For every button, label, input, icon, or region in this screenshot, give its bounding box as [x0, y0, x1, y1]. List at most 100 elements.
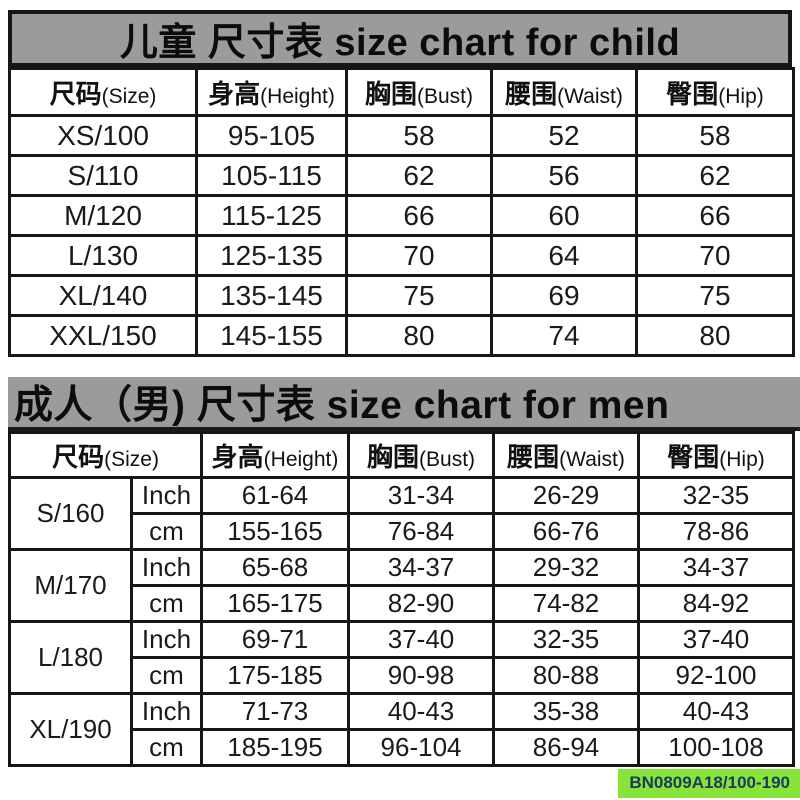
header-zh: 臀围	[667, 441, 720, 472]
table-row: XL/190 Inch 71-73 40-43 35-38 40-43	[8, 692, 796, 767]
value-cell: 86-94	[492, 728, 641, 767]
table-row: M/120 115-125 66 60 66	[8, 194, 795, 237]
header-zh: 身高	[208, 78, 261, 109]
value-cell: 74	[490, 314, 638, 357]
value-cell: 34-37	[637, 548, 796, 587]
header-en: (Height)	[263, 447, 339, 471]
value-cell: 66	[635, 194, 795, 237]
header-en: (Size)	[104, 447, 159, 471]
value-cell: 78-86	[637, 512, 796, 551]
value-cell: 145-155	[195, 314, 348, 357]
value-cell: 82-90	[347, 584, 496, 623]
table-row: L/130 125-135 70 64 70	[8, 234, 795, 277]
header-cell-bust: 胸围(Bust)	[347, 431, 496, 479]
table-row: S/160 Inch 61-64 31-34 26-29 32-35	[8, 476, 796, 551]
value-cell: 71-73	[200, 692, 351, 731]
product-code-badge: BN0809A18/100-190	[618, 769, 800, 798]
value-cell: 80	[345, 314, 493, 357]
product-code-text: BN0809A18/100-190	[629, 773, 790, 792]
table-row: S/110 105-115 62 56 62	[8, 154, 795, 197]
value-cell: 115-125	[195, 194, 348, 237]
child-size-table: 尺码(Size) 身高(Height) 胸围(Bust) 腰围(Waist) 臀…	[8, 67, 795, 357]
value-cell: 125-135	[195, 234, 348, 277]
child-header-row: 尺码(Size) 身高(Height) 胸围(Bust) 腰围(Waist) 臀…	[8, 67, 795, 117]
table-row: XXL/150 145-155 80 74 80	[8, 314, 795, 357]
value-cell: 61-64	[200, 476, 351, 515]
value-cell: 60	[490, 194, 638, 237]
header-en: (Hip)	[719, 447, 765, 471]
unit-cell-inch: Inch	[129, 620, 204, 659]
table-row: XL/140 135-145 75 69 75	[8, 274, 795, 317]
value-cell: 75	[345, 274, 493, 317]
size-cell: XXL/150	[8, 314, 198, 357]
value-cell: 58	[345, 114, 493, 157]
table-row: cm 155-165 76-84 66-76 78-86	[10, 512, 796, 551]
table-row: cm 185-195 96-104 86-94 100-108	[10, 728, 796, 767]
header-cell-height: 身高(Height)	[195, 67, 348, 117]
value-cell: 64	[490, 234, 638, 277]
men-size-table: 尺码(Size) 身高(Height) 胸围(Bust) 腰围(Waist) 臀…	[7, 431, 796, 767]
unit-cell-cm: cm	[129, 512, 204, 551]
value-cell: 56	[490, 154, 638, 197]
unit-cell-inch: Inch	[129, 692, 204, 731]
value-cell: 165-175	[200, 584, 351, 623]
value-cell: 62	[635, 154, 795, 197]
value-cell: 84-92	[637, 584, 796, 623]
value-cell: 185-195	[200, 728, 351, 767]
header-en: (Height)	[260, 84, 335, 108]
value-cell: 65-68	[200, 548, 351, 587]
unit-cell-cm: cm	[129, 728, 204, 767]
value-cell: 66-76	[492, 512, 641, 551]
size-cell: XL/190	[8, 692, 133, 767]
table-row: cm 175-185 90-98 80-88 92-100	[10, 656, 796, 695]
header-zh: 胸围	[364, 78, 417, 109]
value-cell: 75	[635, 274, 795, 317]
value-cell: 92-100	[637, 656, 796, 695]
header-zh: 腰围	[507, 441, 560, 472]
value-cell: 96-104	[347, 728, 496, 767]
header-cell-hip: 臀围(Hip)	[637, 431, 796, 479]
value-cell: 155-165	[200, 512, 351, 551]
unit-cell-cm: cm	[129, 584, 204, 623]
child-chart-title-text: 儿童 尺寸表 size chart for child	[119, 22, 681, 64]
header-zh: 尺码	[49, 78, 102, 109]
value-cell: 37-40	[637, 620, 796, 659]
value-cell: 70	[345, 234, 493, 277]
value-cell: 135-145	[195, 274, 348, 317]
value-cell: 34-37	[347, 548, 496, 587]
header-cell-waist: 腰围(Waist)	[492, 431, 641, 479]
value-cell: 76-84	[347, 512, 496, 551]
value-cell: 74-82	[492, 584, 641, 623]
unit-cell-inch: Inch	[129, 476, 204, 515]
value-cell: 69-71	[200, 620, 351, 659]
header-en: (Waist)	[557, 84, 623, 108]
value-cell: 105-115	[195, 154, 348, 197]
value-cell: 32-35	[637, 476, 796, 515]
unit-cell-inch: Inch	[129, 548, 204, 587]
size-cell: M/170	[8, 548, 133, 623]
header-en: (Bust)	[419, 447, 476, 471]
header-cell-waist: 腰围(Waist)	[490, 67, 638, 117]
size-cell: S/160	[8, 476, 133, 551]
header-zh: 腰围	[505, 78, 558, 109]
value-cell: 175-185	[200, 656, 351, 695]
table-row: XS/100 95-105 58 52 58	[8, 114, 795, 157]
size-cell: XL/140	[8, 274, 198, 317]
value-cell: 40-43	[347, 692, 496, 731]
value-cell: 70	[635, 234, 795, 277]
table-row: cm 165-175 82-90 74-82 84-92	[10, 584, 796, 623]
value-cell: 80-88	[492, 656, 641, 695]
header-cell-size: 尺码(Size)	[7, 431, 204, 479]
header-zh: 尺码	[52, 441, 105, 472]
header-zh: 臀围	[666, 78, 719, 109]
value-cell: 32-35	[492, 620, 641, 659]
men-chart-title-text: 成人（男) 尺寸表 size chart for men	[14, 384, 670, 427]
value-cell: 26-29	[492, 476, 641, 515]
table-row: M/170 Inch 65-68 34-37 29-32 34-37	[8, 548, 796, 623]
men-header-row: 尺码(Size) 身高(Height) 胸围(Bust) 腰围(Waist) 臀…	[7, 431, 796, 479]
size-cell: L/180	[8, 620, 133, 695]
header-cell-size: 尺码(Size)	[8, 67, 198, 117]
header-en: (Hip)	[718, 84, 764, 108]
size-cell: S/110	[8, 154, 198, 197]
